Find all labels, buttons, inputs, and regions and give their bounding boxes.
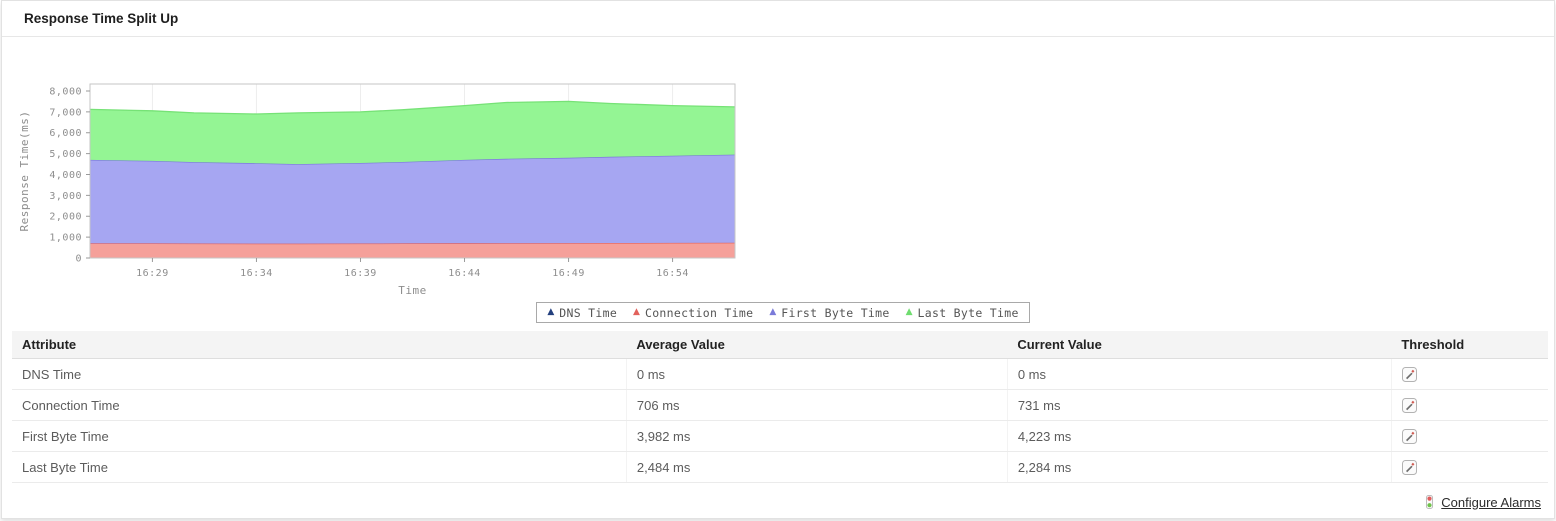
cell-threshold: [1391, 389, 1548, 422]
svg-text:16:39: 16:39: [344, 268, 377, 279]
configure-alarms-icon: [1424, 495, 1435, 510]
header-current-value: Current Value: [1007, 331, 1392, 359]
svg-text:3,000: 3,000: [49, 191, 82, 202]
svg-text:Response Time(ms): Response Time(ms): [18, 110, 31, 231]
threshold-icon[interactable]: [1401, 367, 1417, 383]
svg-text:4,000: 4,000: [49, 170, 82, 181]
cell-attribute: First Byte Time: [12, 420, 627, 453]
cell-average-value: 0 ms: [626, 358, 1008, 391]
cell-attribute: DNS Time: [12, 358, 627, 391]
svg-text:16:49: 16:49: [552, 268, 585, 279]
chart-block: 0 1,000 2,000 3,000 4,000 5,000 6,000 7,000 8,00…: [2, 37, 1554, 323]
threshold-icon[interactable]: [1401, 398, 1417, 414]
cell-attribute: Last Byte Time: [12, 451, 627, 484]
threshold-icon[interactable]: [1401, 429, 1417, 445]
cell-threshold: [1391, 420, 1548, 453]
cell-threshold: [1391, 358, 1548, 391]
svg-text:Time: Time: [398, 284, 427, 297]
cell-average-value: 2,484 ms: [626, 451, 1008, 484]
metrics-table: Attribute Average Value Current Value Th…: [12, 331, 1548, 484]
cell-threshold: [1391, 451, 1548, 484]
legend-item-first-byte-time: ▲ First Byte Time: [769, 305, 890, 320]
cell-attribute: Connection Time: [12, 389, 627, 422]
svg-text:0: 0: [75, 254, 82, 265]
cell-average-value: 706 ms: [626, 389, 1008, 422]
svg-text:5,000: 5,000: [49, 149, 82, 160]
legend-item-connection-time: ▲ Connection Time: [633, 305, 754, 320]
header-average-value: Average Value: [626, 331, 1008, 359]
svg-text:8,000: 8,000: [49, 86, 82, 97]
threshold-icon[interactable]: [1401, 460, 1417, 476]
legend-marker-icon: ▲: [633, 307, 640, 317]
response-time-chart: 0 1,000 2,000 3,000 4,000 5,000 6,000 7,000 8,00…: [18, 83, 736, 297]
chart-legend: ▲ DNS Time ▲ Connection Time ▲ First Byte Tim…: [536, 302, 1030, 323]
cell-current-value: 0 ms: [1007, 358, 1392, 391]
svg-text:16:34: 16:34: [240, 268, 273, 279]
table-header-row: Attribute Average Value Current Value Th…: [12, 331, 1548, 359]
legend-marker-icon: ▲: [547, 307, 555, 317]
svg-text:1,000: 1,000: [49, 233, 82, 244]
svg-text:6,000: 6,000: [49, 128, 82, 139]
table-row: DNS Time 0 ms 0 ms: [12, 358, 1548, 391]
panel-title: Response Time Split Up: [24, 11, 179, 26]
cell-current-value: 2,284 ms: [1007, 451, 1392, 484]
svg-text:16:29: 16:29: [136, 268, 169, 279]
table-row: Last Byte Time 2,484 ms 2,284 ms: [12, 451, 1548, 484]
svg-text:16:44: 16:44: [448, 268, 481, 279]
svg-text:16:54: 16:54: [656, 268, 689, 279]
svg-text:2,000: 2,000: [49, 212, 82, 223]
table-row: Connection Time 706 ms 731 ms: [12, 389, 1548, 422]
panel-footer: Configure Alarms: [2, 483, 1554, 513]
cell-current-value: 4,223 ms: [1007, 420, 1392, 453]
legend-item-dns-time: ▲ DNS Time: [547, 305, 618, 320]
header-attribute: Attribute: [12, 331, 627, 359]
cell-average-value: 3,982 ms: [626, 420, 1008, 453]
header-threshold: Threshold: [1391, 331, 1548, 359]
legend-marker-icon: ▲: [905, 307, 913, 317]
legend-marker-icon: ▲: [769, 307, 777, 317]
cell-current-value: 731 ms: [1007, 389, 1392, 422]
configure-alarms-link[interactable]: Configure Alarms: [1441, 494, 1541, 510]
svg-text:7,000: 7,000: [49, 107, 82, 118]
panel-header: Response Time Split Up: [2, 1, 1554, 37]
table-row: First Byte Time 3,982 ms 4,223 ms: [12, 420, 1548, 453]
legend-item-last-byte-time: ▲ Last Byte Time: [905, 305, 1019, 320]
